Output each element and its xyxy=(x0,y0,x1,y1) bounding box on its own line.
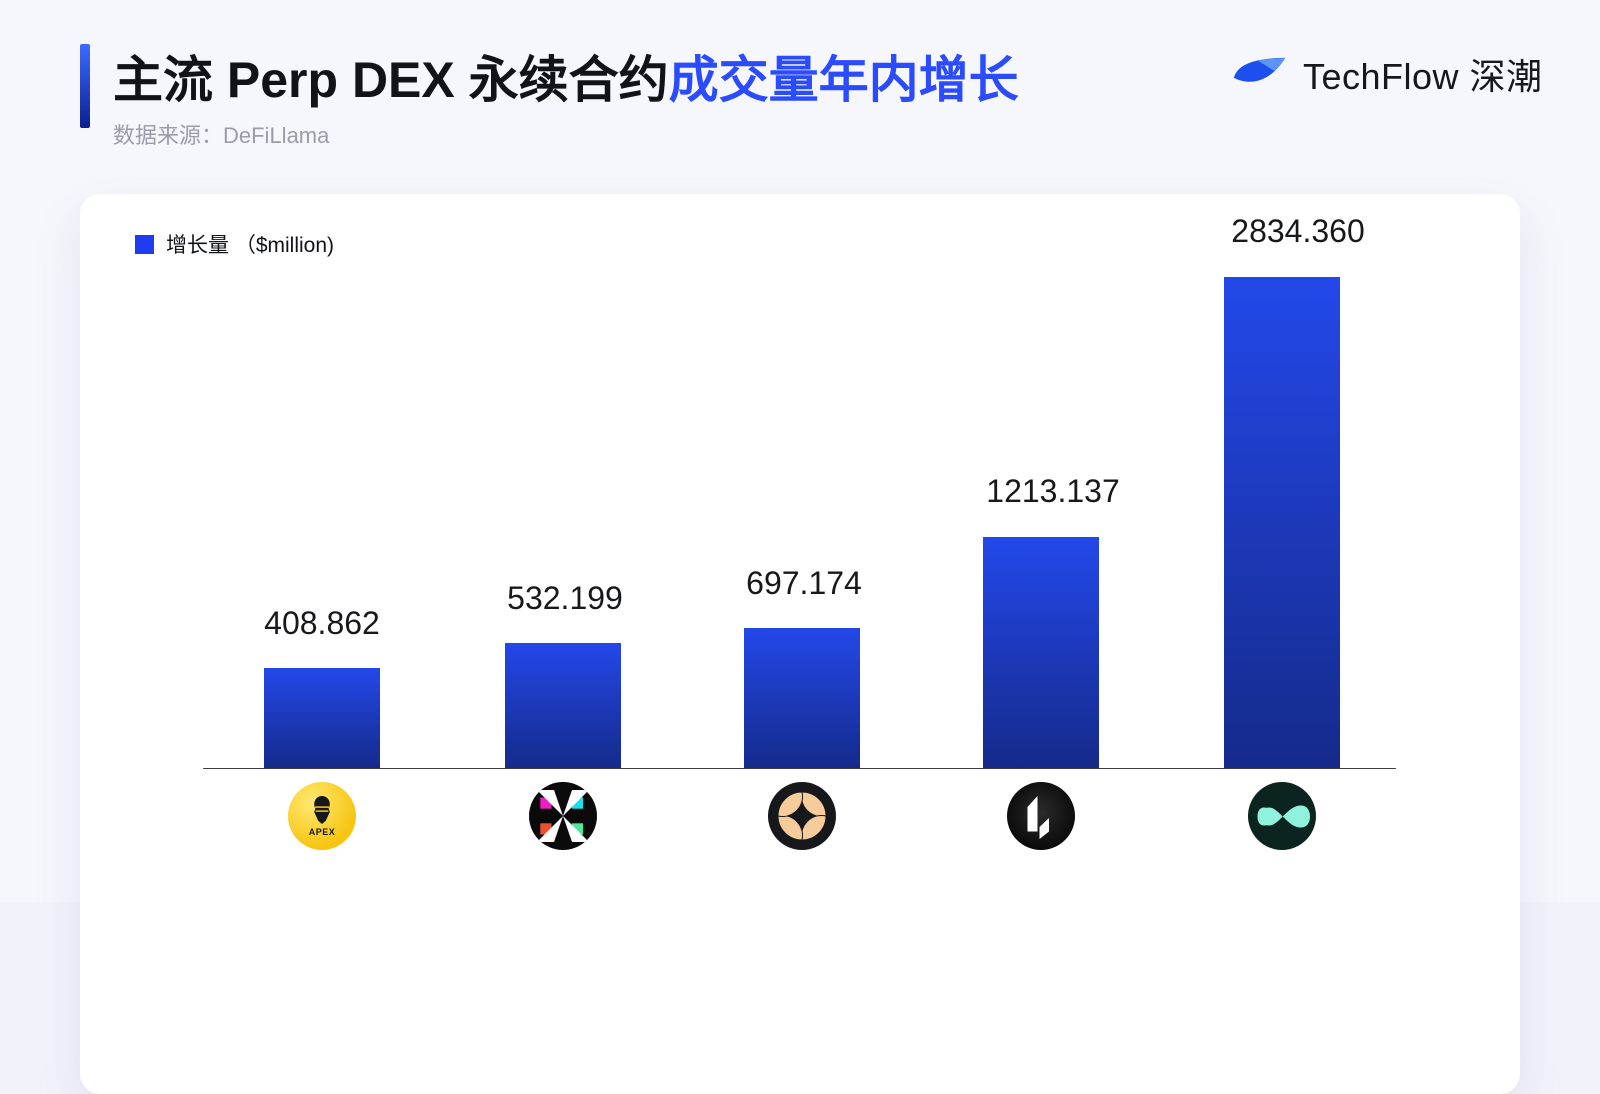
svg-text:APEX: APEX xyxy=(309,827,336,837)
